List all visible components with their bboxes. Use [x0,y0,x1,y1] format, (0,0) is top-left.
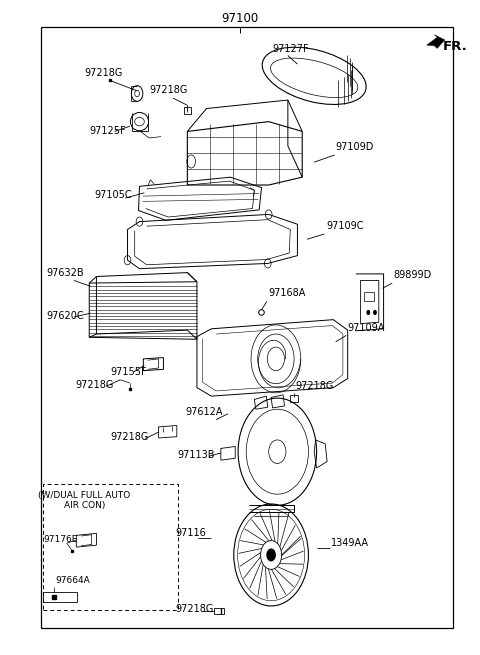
Text: 97218G: 97218G [111,432,149,442]
Text: 97612A: 97612A [185,407,222,417]
Text: 97113B: 97113B [178,449,216,460]
Text: 97155F: 97155F [111,367,147,377]
Text: 97218G: 97218G [175,604,214,614]
Text: 1349AA: 1349AA [331,538,369,548]
Bar [290,396,299,402]
Text: 97127F: 97127F [272,44,309,54]
Circle shape [266,548,276,561]
Bar [364,291,374,301]
Text: (W/DUAL FULL AUTO
AIR CON): (W/DUAL FULL AUTO AIR CON) [38,491,131,510]
Text: 97664A: 97664A [56,576,91,585]
Text: 97109C: 97109C [326,221,364,231]
Text: 97176E: 97176E [44,536,78,544]
Circle shape [373,310,377,315]
Text: 97168A: 97168A [269,288,306,298]
Text: 97218G: 97218G [75,380,113,390]
Bar [41,27,453,628]
Text: 89899D: 89899D [393,271,432,280]
Circle shape [366,310,370,315]
Bar [183,107,191,115]
Polygon shape [427,35,445,48]
Text: 97125F: 97125F [89,126,126,136]
Text: 97218G: 97218G [295,381,334,391]
Text: 97105C: 97105C [94,190,132,200]
Text: 97620C: 97620C [46,311,84,321]
Text: 97218G: 97218G [149,85,187,96]
Text: 97109A: 97109A [348,323,385,333]
Text: FR.: FR. [443,40,468,53]
Text: 97632B: 97632B [46,269,84,278]
Bar [214,608,224,614]
Text: 97116: 97116 [175,528,206,538]
Text: 97109D: 97109D [336,142,374,153]
Text: 97100: 97100 [221,12,259,25]
Bar [43,484,178,610]
Text: 97218G: 97218G [84,68,123,78]
